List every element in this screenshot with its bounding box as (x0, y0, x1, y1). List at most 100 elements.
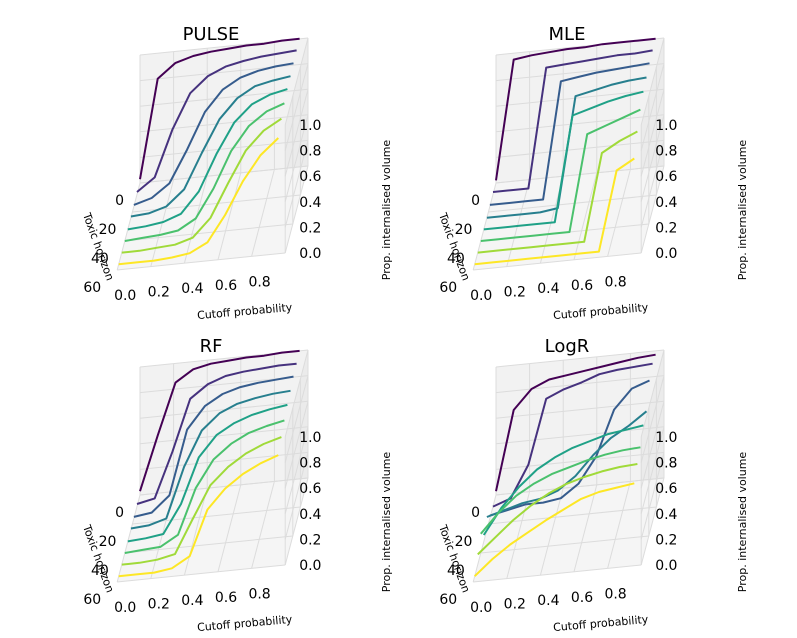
series-line-horizon-8 (492, 49, 653, 193)
floor-pane (117, 166, 308, 270)
x-tick-label: 0.8 (604, 586, 626, 602)
z-tick-label: 0.6 (299, 481, 321, 497)
z-axis-label: Prop. internalised volume (380, 140, 393, 281)
series-line-horizon-56 (118, 454, 279, 578)
back-pane (140, 350, 308, 495)
series-line-horizon-32 (483, 90, 644, 231)
series-line-horizon-16 (489, 62, 650, 206)
z-tick-label: 1.0 (655, 118, 677, 134)
y-tick-label: 20 (99, 534, 117, 550)
x-tick-label: 0.6 (215, 590, 237, 606)
series-line-horizon-8 (136, 49, 297, 193)
series-line-horizon-56 (474, 157, 635, 266)
series-lines (118, 349, 300, 578)
x-tick-label: 0.0 (114, 600, 136, 616)
z-tick-label: 0.8 (299, 144, 321, 160)
x-tick-label: 0.2 (148, 285, 170, 301)
series-line-horizon-0 (139, 37, 300, 180)
chart-panel-mle: MLE 0.0 0.2 0.4 0.6 0.8 0 20 40 60 0.0 0.2 0.4 0.6 0.8… (436, 24, 749, 322)
y-tick-label: 60 (439, 592, 457, 608)
series-line-horizon-16 (489, 379, 650, 517)
x-tick-label: 0.0 (114, 288, 136, 304)
x-tick-label: 0.4 (537, 281, 559, 297)
series-line-horizon-48 (121, 117, 282, 254)
z-tick-label: 0.0 (655, 246, 677, 262)
chart-title: RF (200, 336, 223, 357)
y-tick-label: 40 (447, 251, 465, 267)
series-line-horizon-48 (477, 130, 638, 254)
z-tick-label: 0.4 (655, 507, 677, 523)
series-line-horizon-32 (482, 424, 644, 536)
x-axis-label: Cutoff probability (197, 613, 294, 634)
y-tick-label: 40 (91, 563, 109, 579)
x-tick-label: 0.8 (248, 586, 270, 602)
series-line-horizon-40 (480, 108, 641, 242)
x-tick-label: 0.6 (571, 278, 593, 294)
x-axis-label: Cutoff probability (553, 613, 650, 634)
z-tick-label: 1.0 (299, 430, 321, 446)
gridlines (116, 349, 309, 583)
series-line-horizon-8 (492, 362, 653, 508)
z-tick-label: 0.8 (299, 456, 321, 472)
z-tick-label: 1.0 (299, 118, 321, 134)
series-line-horizon-32 (127, 88, 288, 231)
y-tick-label: 60 (439, 280, 457, 296)
x-tick-label: 0.8 (604, 274, 626, 290)
series-line-horizon-24 (130, 75, 291, 218)
series-line-horizon-16 (133, 62, 294, 206)
chart-title: PULSE (183, 24, 240, 45)
z-tick-label: 0.2 (655, 532, 677, 548)
series-line-horizon-32 (127, 403, 288, 543)
back-pane (496, 38, 664, 183)
x-axis-label: Cutoff probability (197, 301, 294, 322)
y-tick-label: 20 (455, 534, 473, 550)
x-tick-label: 0.0 (470, 288, 492, 304)
series-line-horizon-56 (118, 137, 279, 266)
y-tick-label: 0 (471, 193, 480, 209)
x-tick-label: 0.6 (215, 278, 237, 294)
z-tick-label: 0.2 (299, 220, 321, 236)
z-tick-label: 0.4 (655, 195, 677, 211)
z-tick-label: 0.8 (655, 144, 677, 160)
series-line-horizon-24 (130, 389, 291, 530)
z-axis-label: Prop. internalised volume (736, 452, 749, 593)
series-line-horizon-8 (136, 362, 297, 505)
z-tick-label: 0.0 (655, 558, 677, 574)
y-tick-label: 20 (455, 222, 473, 238)
z-tick-label: 0.6 (655, 481, 677, 497)
y-tick-label: 60 (83, 280, 101, 296)
chart-panel-pulse: PULSE 0.0 0.2 0.4 0.6 0.8 0 20 40 60 0.0 0.2 0.4 0.6 0… (80, 24, 393, 322)
y-tick-label: 0 (471, 505, 480, 521)
y-tick-label: 20 (99, 222, 117, 238)
z-tick-label: 1.0 (655, 430, 677, 446)
x-tick-label: 0.0 (470, 600, 492, 616)
x-tick-label: 0.2 (504, 285, 526, 301)
z-tick-label: 0.6 (655, 169, 677, 185)
z-tick-label: 0.4 (299, 195, 321, 211)
chart-panel-logr: LogR 0.0 0.2 0.4 0.6 0.8 0 20 40 60 0.0 0.2 0.4 0.6 0.… (436, 336, 749, 634)
series-line-horizon-0 (139, 349, 300, 492)
chart-title: MLE (549, 24, 586, 45)
series-lines (118, 37, 300, 266)
x-tick-label: 0.4 (181, 593, 203, 609)
y-tick-label: 40 (447, 563, 465, 579)
z-axis-label: Prop. internalised volume (736, 140, 749, 281)
chart-title: LogR (545, 336, 590, 357)
x-tick-label: 0.2 (148, 597, 170, 613)
y-tick-label: 0 (115, 505, 124, 521)
series-lines (474, 353, 656, 577)
series-line-horizon-0 (495, 353, 656, 492)
y-tick-label: 60 (83, 592, 101, 608)
z-tick-label: 0.8 (655, 456, 677, 472)
floor-pane (473, 166, 664, 270)
series-line-horizon-48 (121, 436, 282, 566)
series-line-horizon-16 (133, 375, 294, 518)
x-axis-label: Cutoff probability (553, 301, 650, 322)
y-tick-label: 40 (91, 251, 109, 267)
series-line-horizon-40 (124, 419, 285, 554)
z-axis-label: Prop. internalised volume (380, 452, 393, 593)
z-tick-label: 0.2 (299, 532, 321, 548)
x-tick-label: 0.2 (504, 597, 526, 613)
series-line-horizon-56 (474, 482, 635, 577)
